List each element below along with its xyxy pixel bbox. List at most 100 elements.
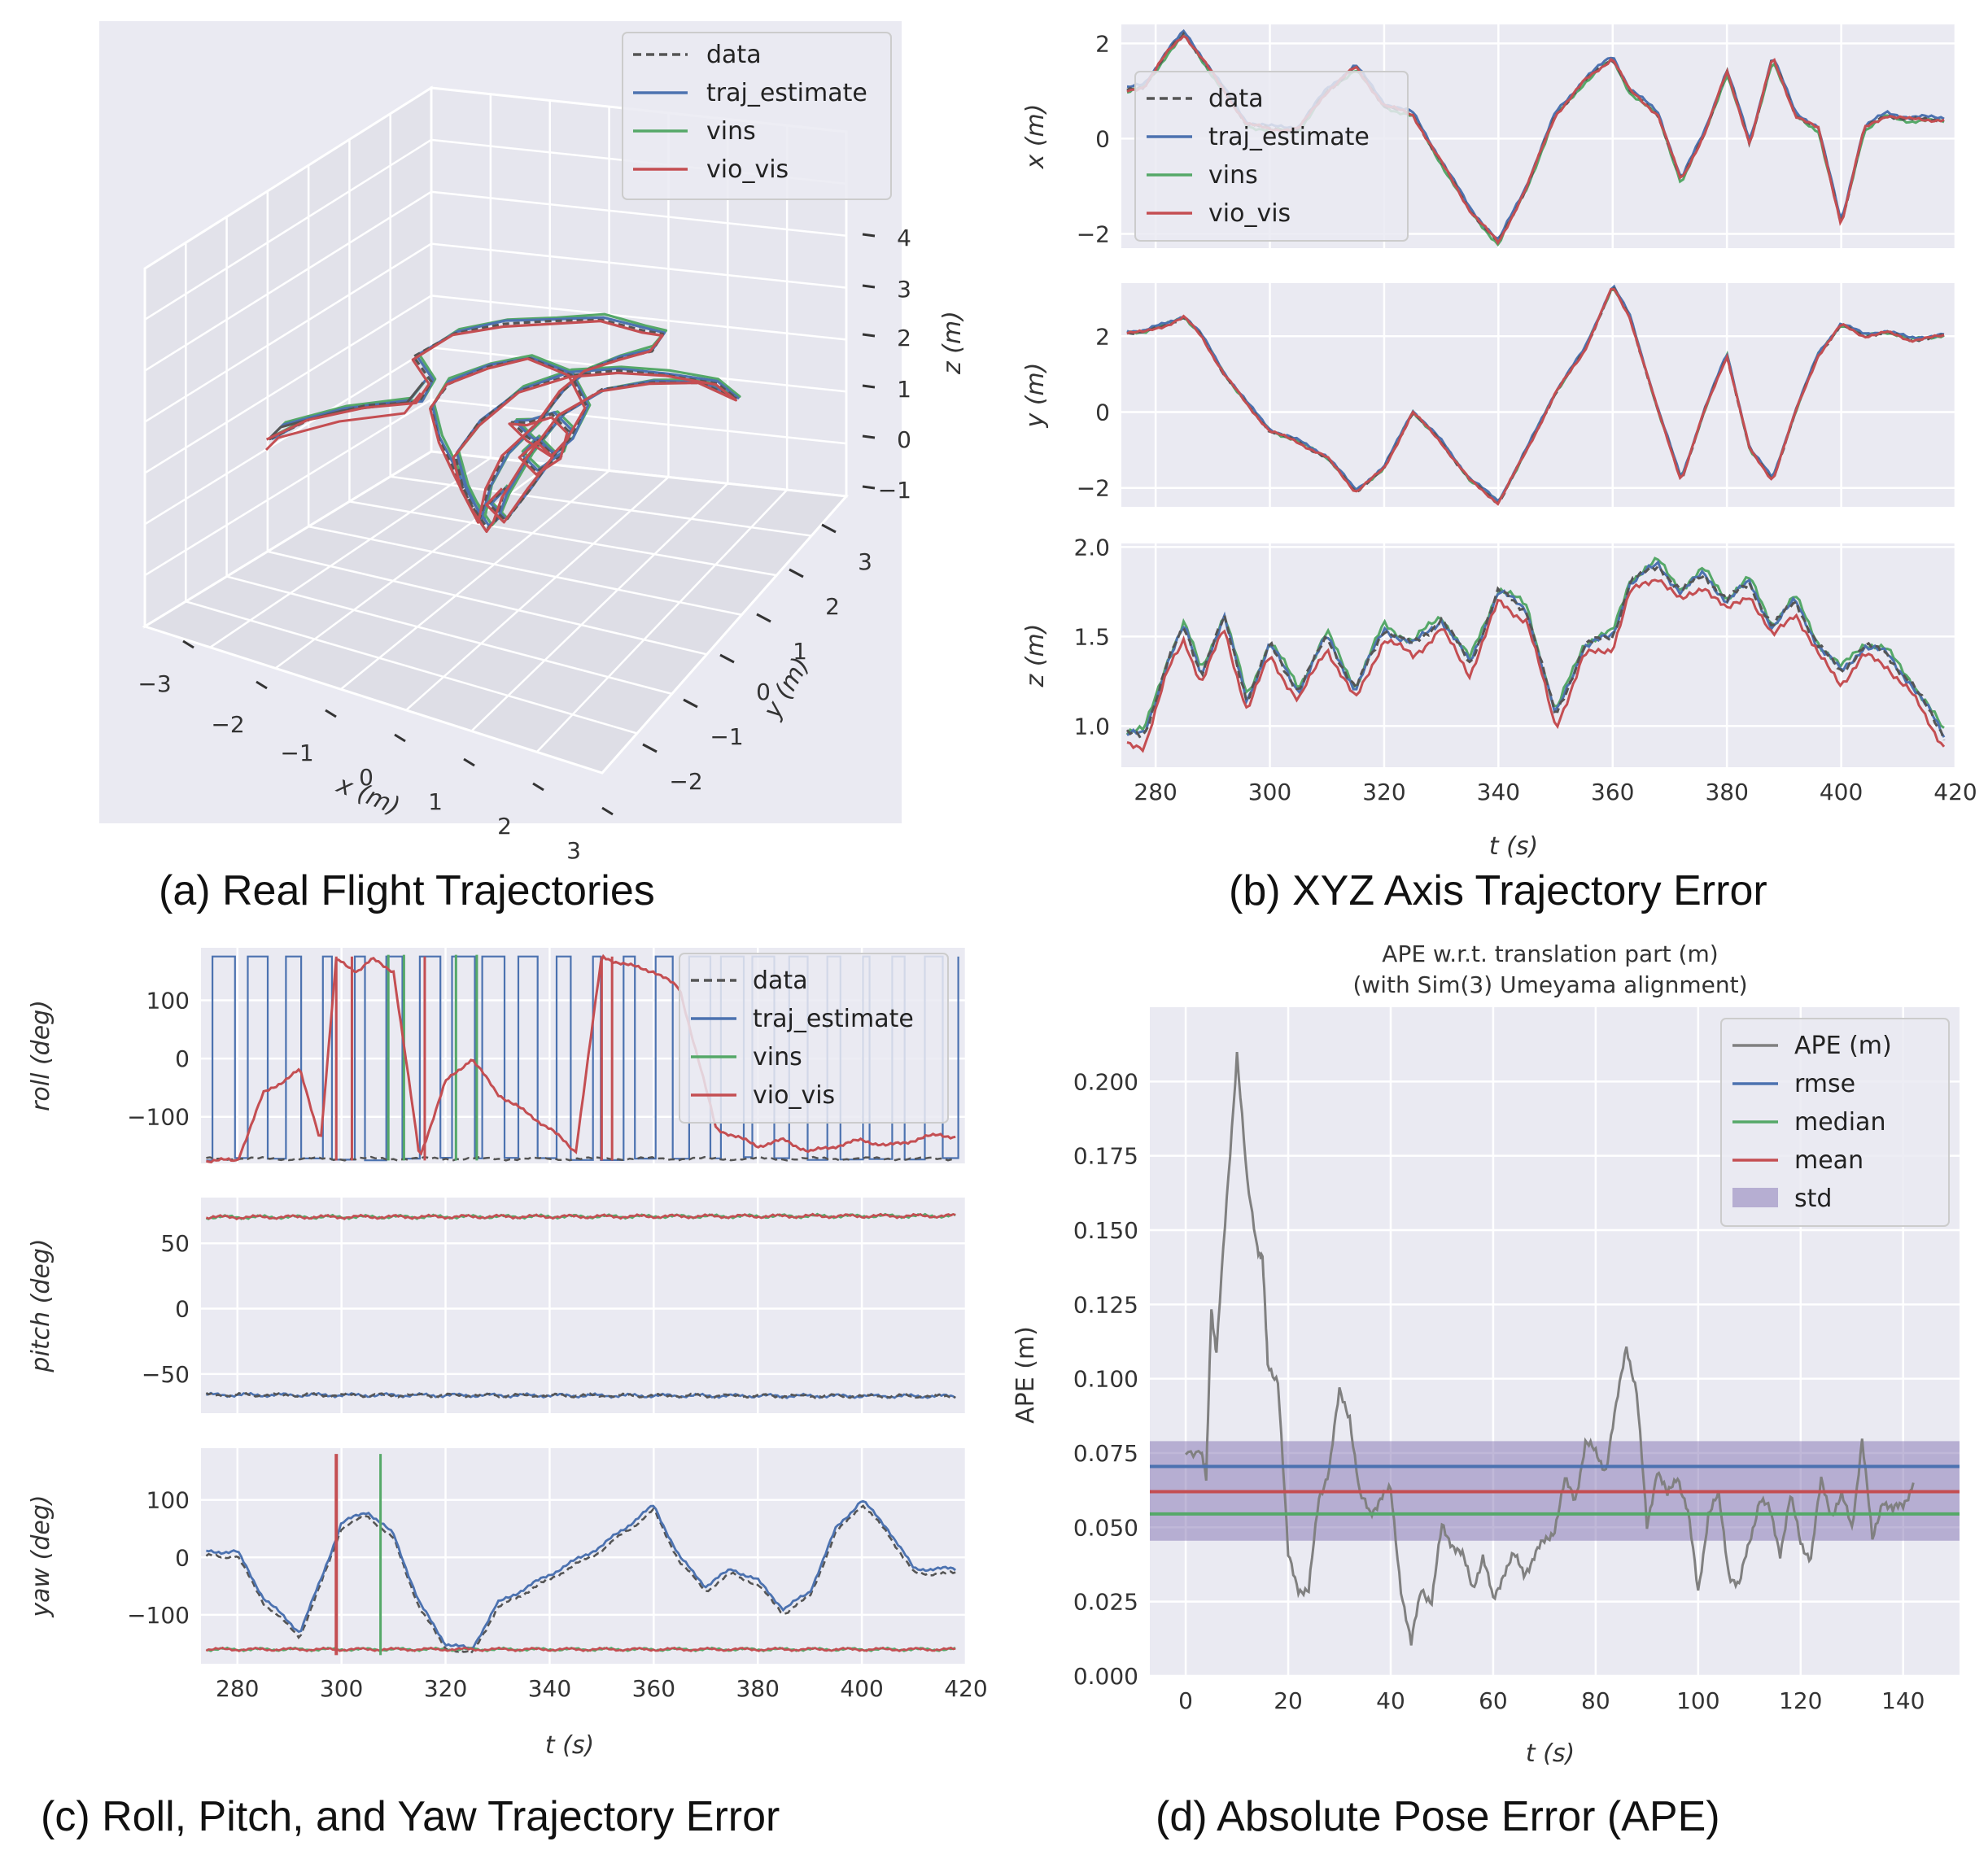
a-grid-line — [430, 190, 847, 237]
panel-c: 100 0 −100 roll (deg) 50 0 −50 pitch (deg) 280 30… — [27, 948, 988, 1840]
b-sub3-lines — [1125, 556, 1946, 753]
d-axes-y-tick: 0.125 — [1073, 1291, 1138, 1318]
a-grid-line — [144, 138, 432, 321]
b-legend-label: traj_estimate — [1208, 123, 1370, 151]
b-sub3-y-label: z (m) — [1021, 624, 1050, 688]
c-sub2-y-label: pitch (deg) — [27, 1238, 55, 1372]
a-grid-line — [405, 476, 670, 711]
a-grid-line — [144, 190, 432, 372]
a-trajectory-loop-data — [267, 382, 425, 441]
panel-a-legend-frame — [622, 32, 892, 200]
b-legend-label: data — [1208, 85, 1264, 113]
panel-d-y-label: APE (m) — [1011, 1326, 1040, 1424]
c-sub2-y-tick: −50 — [142, 1361, 190, 1388]
c-roll-line-data — [206, 1155, 956, 1162]
d-axes-y-tick: 0.150 — [1073, 1217, 1138, 1244]
a-grid-line — [144, 399, 432, 577]
b-legend-label: vins — [1208, 161, 1258, 190]
b-sub2-lines — [1126, 284, 1945, 506]
a-x-tick: 3 — [566, 837, 581, 864]
c-sub3-y-tick: 0 — [175, 1544, 190, 1571]
d-axes-y-tick: 0.100 — [1073, 1366, 1138, 1393]
a-x-tick-mark — [601, 806, 614, 816]
b-sub3-y-tick: 1.0 — [1073, 713, 1110, 740]
d-axes-y-tick: 0.050 — [1073, 1514, 1138, 1541]
a-x-tick: 1 — [428, 788, 443, 815]
b-sub1-y-tick: −2 — [1077, 220, 1110, 247]
d-legend-frame — [1720, 1018, 1950, 1227]
a-z-tick-mark — [862, 284, 876, 289]
c-sub3-x-tick: 420 — [944, 1675, 987, 1702]
a-x-tick: −1 — [280, 740, 313, 766]
b-sub1-y-tick: 0 — [1095, 125, 1110, 152]
a-z-tick-mark — [862, 384, 876, 389]
a-y-tick-mark — [756, 613, 771, 623]
b-legend-label: vio_vis — [1208, 199, 1291, 228]
b-sub1-y-tick: 2 — [1095, 30, 1110, 57]
c-sub3-y-label: yaw (deg) — [27, 1495, 55, 1617]
a-legend-label: vins — [706, 117, 756, 146]
a-x-tick-mark — [182, 639, 194, 649]
panel-d-plot: 0 20 40 60 80 100 120 140 0.200 0.175 0.150 0.125 0.… — [1073, 1007, 1960, 1714]
panel-c-plots: 100 0 −100 roll (deg) 50 0 −50 pitch (deg) 280 30… — [27, 948, 988, 1702]
a-x-tick: 2 — [497, 813, 512, 840]
a-legend-label: vio_vis — [706, 155, 789, 184]
b-sub1-y-label: x (m) — [1021, 104, 1050, 170]
panel-a-trajectories — [264, 312, 741, 533]
c-legend-label: vio_vis — [753, 1081, 835, 1110]
a-y-tick: −2 — [669, 768, 702, 795]
a-x-tick: −2 — [211, 711, 244, 738]
a-y-tick: 2 — [825, 593, 840, 620]
c-yaw-line-traj_estimate — [206, 1499, 957, 1650]
a-x-tick-mark — [532, 782, 544, 792]
c-sub2-lines — [205, 1212, 956, 1399]
b-sub3-x-tick: 380 — [1705, 779, 1748, 805]
c-sub3-y-tick: −100 — [127, 1602, 190, 1629]
c-roll-line-vio_vis — [206, 954, 956, 1163]
panel-d-caption: (d) Absolute Pose Error (APE) — [1156, 1793, 1720, 1840]
d-legend-label: std — [1794, 1185, 1832, 1213]
b-sub3-line-data — [1125, 564, 1946, 741]
a-z-tick: −1 — [878, 477, 911, 504]
a-grid-line — [144, 242, 432, 423]
b-sub2-y-tick: 2 — [1095, 323, 1110, 350]
panel-d-title-line2: (with Sim(3) Umeyama alignment) — [1352, 971, 1747, 998]
a-z-tick-mark — [862, 233, 876, 238]
a-grid-line — [209, 456, 492, 648]
a-x-tick: −3 — [138, 670, 171, 697]
d-axes-y-tick: 0.025 — [1073, 1589, 1138, 1616]
panel-d-x-label: t (s) — [1526, 1739, 1575, 1768]
a-grid-line — [340, 469, 610, 691]
a-z-tick-mark — [862, 485, 876, 490]
a-grid-line — [430, 242, 847, 289]
a-grid-line — [308, 525, 742, 616]
a-grid-line — [430, 295, 847, 341]
a-legend-label: traj_estimate — [706, 79, 867, 107]
c-legend-label: data — [753, 967, 808, 995]
c-sub1-y-tick: 100 — [146, 987, 190, 1014]
d-legend-label: mean — [1794, 1146, 1863, 1175]
d-legend-swatch — [1732, 1188, 1778, 1207]
a-x-tick-mark — [256, 680, 268, 690]
a-y-tick: −1 — [710, 723, 743, 750]
a-legend-label: data — [706, 41, 762, 69]
c-legend-frame — [679, 953, 949, 1124]
a-grid-line — [470, 482, 729, 732]
d-legend-label: median — [1794, 1108, 1885, 1137]
panel-b-plots: 2 0 −2 x (m) 2 0 −2 y (m) 280 300 320 340 360 380 400 4… — [1021, 24, 1977, 805]
panel-b-caption: (b) XYZ Axis Trajectory Error — [1229, 867, 1767, 914]
b-sub3-x-tick: 360 — [1591, 779, 1634, 805]
c-sub3-x-tick: 320 — [424, 1675, 467, 1702]
d-axes-x-tick: 80 — [1581, 1687, 1610, 1714]
d-axes-x-tick: 140 — [1881, 1687, 1925, 1714]
d-axes-y-tick: 0.200 — [1073, 1068, 1138, 1095]
b-sub3-x-tick: 420 — [1933, 779, 1977, 805]
a-z-tick-mark — [862, 333, 876, 338]
c-sub2-y-tick: 0 — [175, 1296, 190, 1323]
d-axes-x-tick: 100 — [1676, 1687, 1719, 1714]
c-sub3-y-tick: 100 — [146, 1487, 190, 1514]
c-yaw-line-vio_vis — [205, 1646, 956, 1652]
panel-d: APE w.r.t. translation part (m) (with Si… — [1011, 940, 1960, 1840]
